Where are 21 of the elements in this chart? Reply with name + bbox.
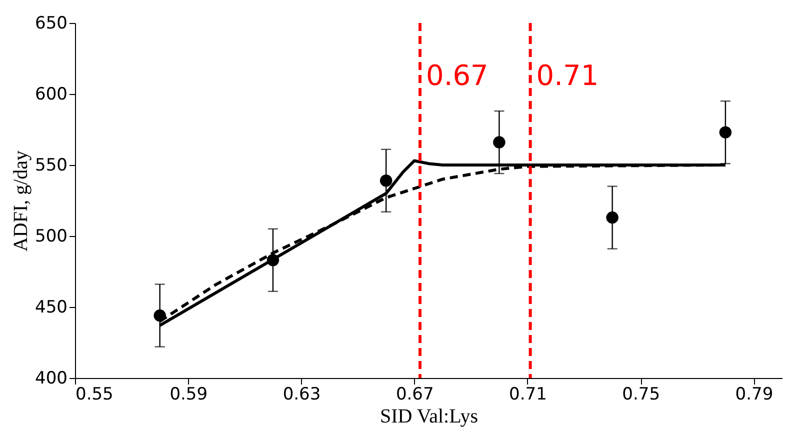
ref-line-label: 0.71 (536, 59, 599, 92)
x-tick-label: 0.71 (509, 384, 547, 404)
x-tick-label: 0.63 (282, 384, 321, 404)
y-tick-label: 400 (35, 368, 68, 388)
point (606, 211, 618, 224)
x-tick-label: 0.59 (170, 384, 208, 404)
point (380, 174, 392, 187)
x-tick-label: 0.79 (735, 384, 774, 404)
x-tick-label: 0.67 (396, 384, 434, 404)
y-tick-label: 550 (35, 156, 68, 176)
x-tick-label: 0.75 (622, 384, 660, 404)
x-axis-title: SID Val:Lys (380, 406, 478, 428)
y-tick-label: 500 (35, 226, 68, 246)
y-axis-title: ADFI, g/day (10, 150, 32, 252)
point (719, 126, 732, 138)
y-tick-label: 650 (35, 14, 68, 34)
ref-line-label: 0.67 (426, 59, 488, 92)
x-tick-label: 0.55 (76, 384, 114, 404)
y-tick-label: 450 (35, 298, 68, 318)
y-tick-label: 600 (35, 84, 68, 104)
point (493, 136, 506, 148)
